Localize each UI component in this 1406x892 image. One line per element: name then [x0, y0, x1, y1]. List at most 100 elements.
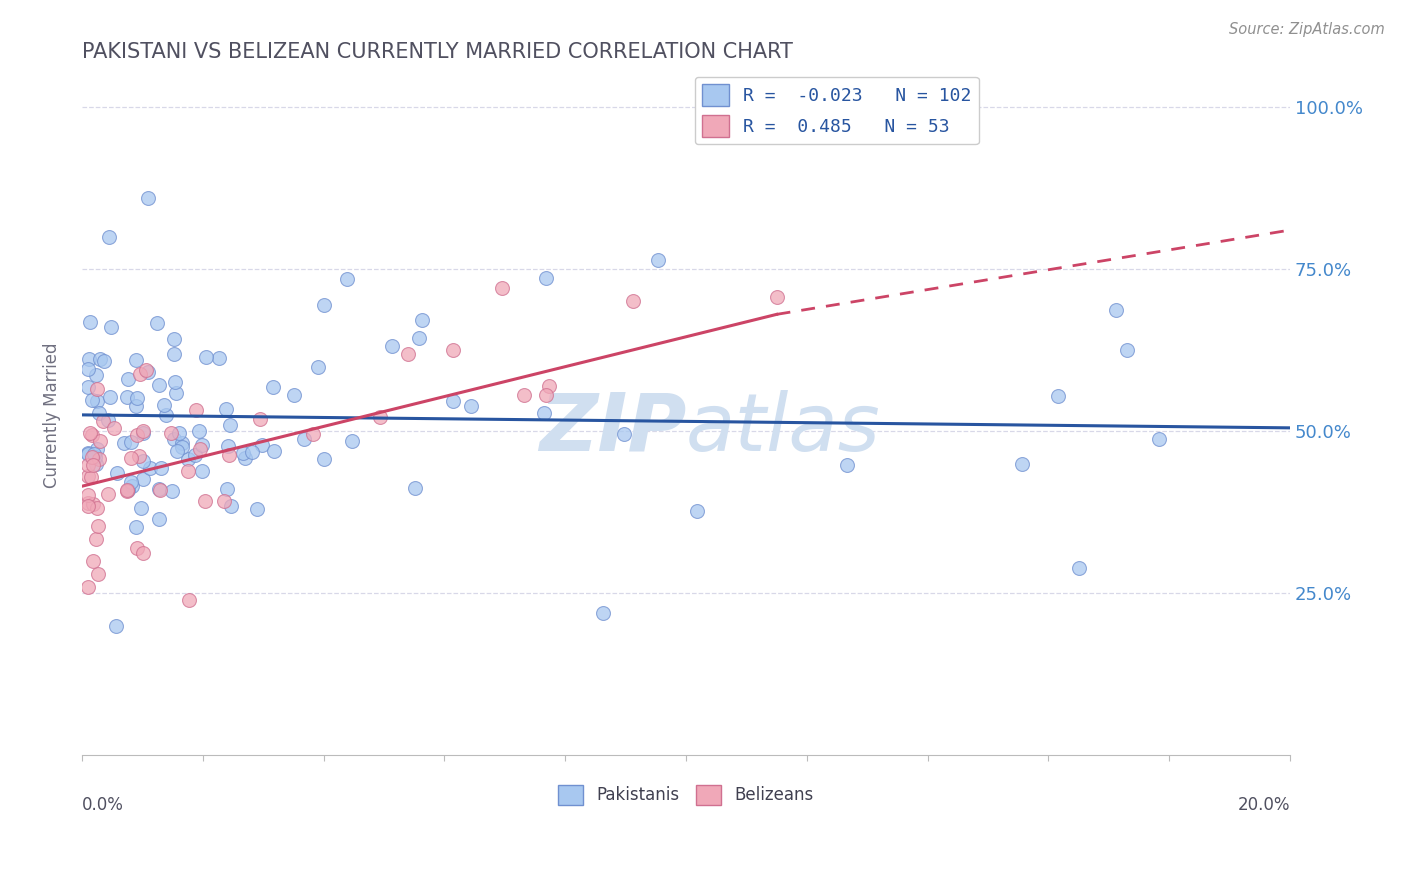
Point — [534, 270, 557, 285]
Point — [77, 458, 100, 472]
Point — [79, 426, 101, 441]
Point — [187, 424, 209, 438]
Point — [77, 488, 100, 502]
Text: Source: ZipAtlas.com: Source: ZipAtlas.com — [1229, 22, 1385, 37]
Point — [160, 426, 183, 441]
Point — [120, 435, 142, 450]
Point — [100, 319, 122, 334]
Point — [194, 350, 217, 364]
Point — [131, 500, 153, 515]
Point — [647, 252, 669, 267]
Y-axis label: Currently Married: Currently Married — [44, 343, 60, 488]
Point — [125, 353, 148, 368]
Legend: Pakistanis, Belizeans: Pakistanis, Belizeans — [551, 778, 821, 812]
Point — [219, 418, 242, 433]
Point — [80, 393, 103, 408]
Point — [87, 566, 110, 581]
Point — [83, 447, 105, 461]
Point — [460, 399, 482, 413]
Point — [166, 443, 188, 458]
Point — [162, 432, 184, 446]
Point — [79, 315, 101, 329]
Point — [128, 367, 150, 381]
Point — [411, 313, 433, 327]
Point — [240, 445, 263, 459]
Point — [837, 458, 859, 472]
Point — [136, 191, 159, 205]
Point — [177, 451, 200, 466]
Point — [117, 483, 139, 497]
Point — [177, 592, 200, 607]
Text: 0.0%: 0.0% — [82, 797, 124, 814]
Text: atlas: atlas — [686, 390, 880, 467]
Point — [128, 449, 150, 463]
Point — [283, 388, 305, 402]
Point — [115, 390, 138, 404]
Point — [314, 298, 336, 312]
Point — [1046, 388, 1069, 402]
Point — [77, 580, 100, 594]
Point — [262, 380, 284, 394]
Point — [513, 388, 536, 402]
Point — [1115, 343, 1137, 357]
Point — [86, 500, 108, 515]
Point — [160, 483, 183, 498]
Point — [184, 448, 207, 462]
Point — [404, 482, 426, 496]
Point — [249, 411, 271, 425]
Point — [170, 440, 193, 454]
Point — [117, 483, 139, 497]
Point — [215, 482, 238, 496]
Point — [155, 408, 177, 422]
Point — [148, 482, 170, 496]
Point — [212, 493, 235, 508]
Point — [80, 450, 103, 465]
Point — [132, 547, 155, 561]
Point — [294, 432, 316, 446]
Point — [84, 368, 107, 383]
Point — [86, 382, 108, 396]
Point — [77, 447, 100, 461]
Point — [89, 434, 111, 448]
Point — [1011, 457, 1033, 471]
Point — [340, 434, 363, 449]
Point — [302, 427, 325, 442]
Point — [613, 426, 636, 441]
Point — [97, 487, 120, 501]
Point — [1067, 561, 1090, 575]
Point — [621, 293, 644, 308]
Point — [232, 445, 254, 459]
Point — [765, 290, 787, 304]
Point — [312, 452, 335, 467]
Point — [77, 499, 100, 513]
Point — [685, 504, 707, 518]
Point — [380, 339, 402, 353]
Point — [82, 497, 104, 511]
Point — [127, 428, 149, 442]
Point — [145, 316, 167, 330]
Point — [150, 461, 173, 475]
Point — [125, 399, 148, 413]
Point — [84, 457, 107, 471]
Point — [1147, 432, 1170, 446]
Point — [84, 532, 107, 546]
Point — [77, 379, 100, 393]
Point — [87, 406, 110, 420]
Point — [136, 365, 159, 379]
Point — [132, 471, 155, 485]
Point — [120, 475, 142, 490]
Point — [89, 351, 111, 366]
Point — [103, 420, 125, 434]
Point — [194, 494, 217, 508]
Point — [148, 378, 170, 392]
Point — [97, 413, 120, 427]
Point — [491, 281, 513, 295]
Point — [250, 437, 273, 451]
Point — [235, 451, 257, 466]
Point — [307, 359, 329, 374]
Point — [82, 458, 104, 473]
Point — [98, 229, 121, 244]
Text: 20.0%: 20.0% — [1237, 797, 1291, 814]
Point — [77, 468, 100, 483]
Point — [218, 448, 240, 462]
